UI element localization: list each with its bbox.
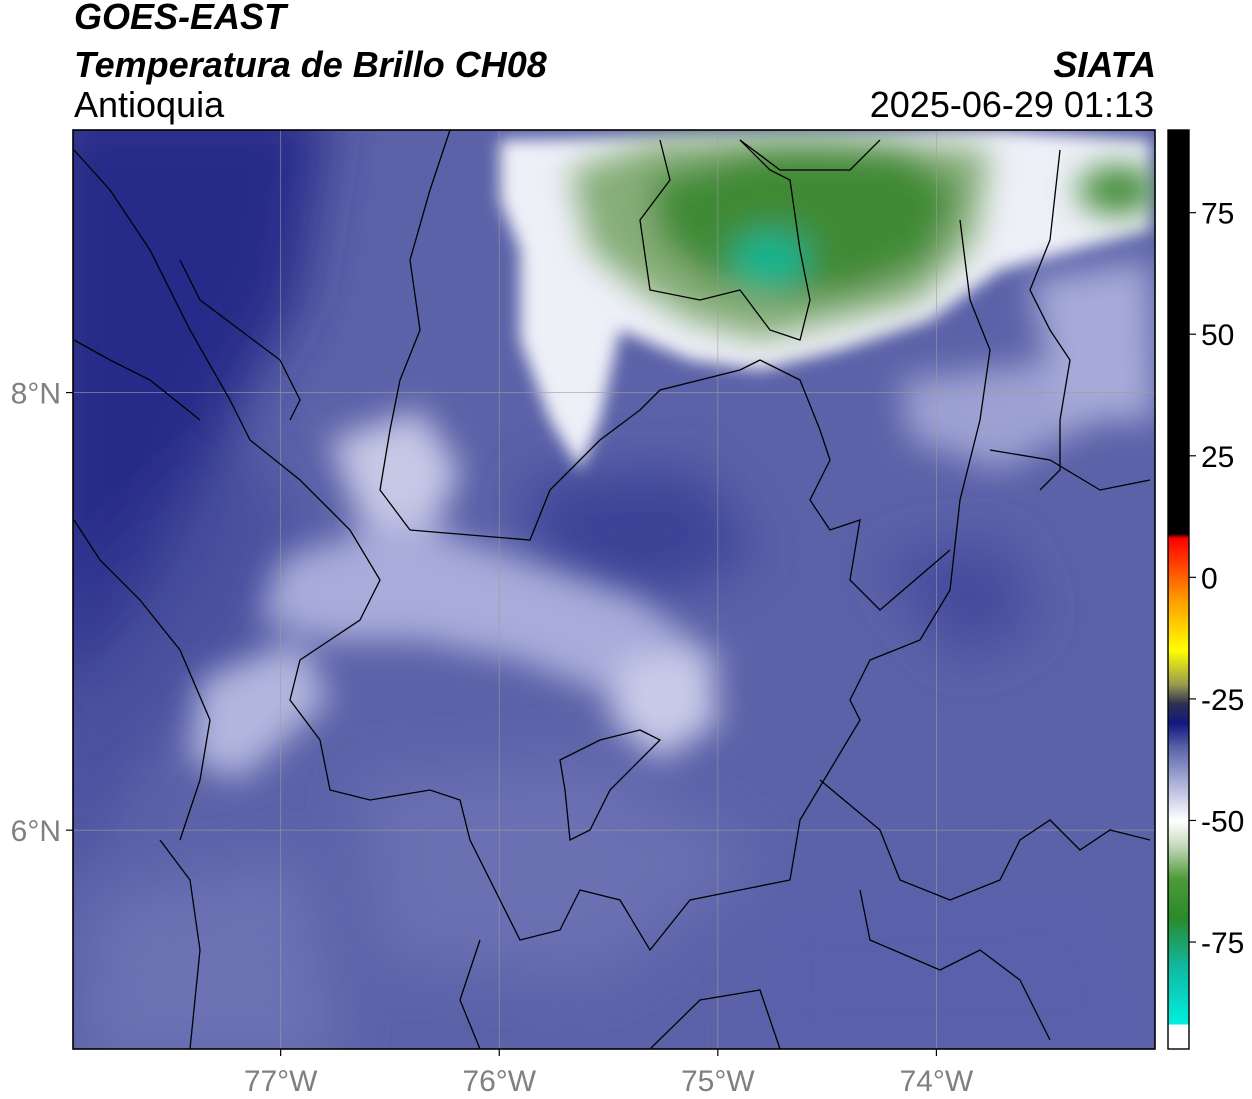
colorbar: 75 50 25 0 -25 -50 -75 — [1167, 129, 1244, 1050]
colorbar-frame — [1167, 129, 1190, 1050]
colorbar-tick-label: 50 — [1201, 319, 1234, 352]
colorbar-tick-label: 25 — [1201, 441, 1234, 474]
lat-tick-label: 8°N — [11, 378, 61, 411]
colorbar-tick-label: -75 — [1201, 927, 1244, 960]
brightness-temperature-field — [73, 130, 1155, 1049]
region-label: Antioquia — [74, 84, 225, 125]
lon-tick-label: 75°W — [681, 1065, 755, 1098]
product-title: Temperatura de Brillo CH08 — [74, 44, 547, 85]
satellite-title: GOES-EAST — [74, 0, 287, 37]
lon-tick-label: 77°W — [244, 1065, 318, 1098]
boundary-lines — [73, 130, 1151, 1049]
colorbar-tick-label: 0 — [1201, 562, 1218, 595]
graticule — [73, 130, 1155, 1049]
colorbar-scale — [1168, 130, 1189, 1049]
lat-tick-label: 6°N — [11, 815, 61, 848]
lon-tick-label: 74°W — [900, 1065, 974, 1098]
map-axes: 77°W 76°W 75°W 74°W 8°N 6°N — [11, 378, 974, 1098]
colorbar-tick-label: 75 — [1201, 198, 1234, 231]
timestamp-label: 2025-06-29 01:13 — [869, 84, 1154, 125]
colorbar-tick-label: -25 — [1201, 684, 1244, 717]
lon-tick-label: 76°W — [462, 1065, 536, 1098]
colorbar-tick-label: -50 — [1201, 805, 1244, 838]
map-frame — [72, 129, 1156, 1050]
organization-label: SIATA — [1053, 44, 1156, 85]
